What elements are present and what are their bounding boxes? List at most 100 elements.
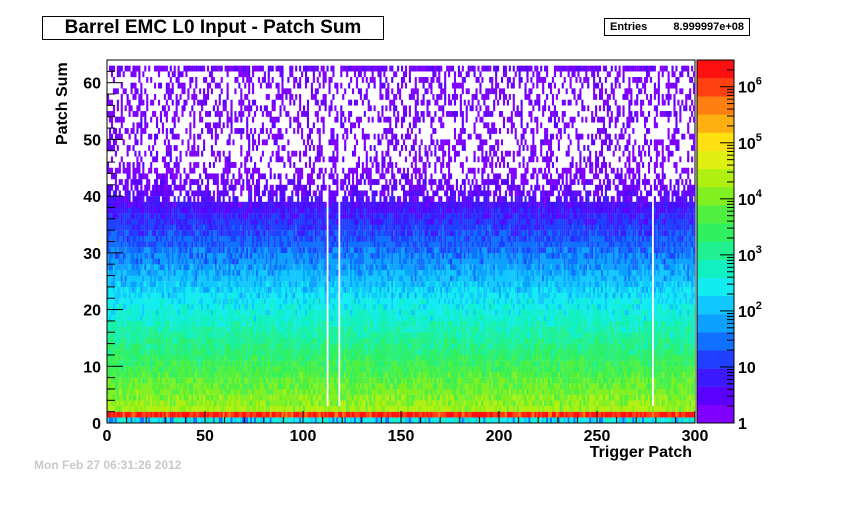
heatmap-cell bbox=[134, 139, 137, 146]
heatmap-cell bbox=[218, 371, 221, 378]
heatmap-cell bbox=[248, 371, 251, 378]
heatmap-cell bbox=[126, 162, 129, 168]
heatmap-cell bbox=[250, 184, 253, 191]
heatmap-cell bbox=[140, 111, 143, 117]
heatmap-cell bbox=[181, 201, 184, 208]
heatmap-cell bbox=[142, 371, 145, 378]
heatmap-cell bbox=[165, 111, 168, 117]
heatmap-cell bbox=[189, 207, 192, 214]
heatmap-cell bbox=[293, 275, 296, 282]
heatmap-cell bbox=[130, 207, 133, 214]
heatmap-cell bbox=[220, 298, 223, 305]
heatmap-cell bbox=[228, 400, 231, 407]
heatmap-cell bbox=[175, 173, 178, 180]
heatmap-cell bbox=[169, 88, 172, 95]
heatmap-cell bbox=[220, 258, 223, 265]
heatmap-cell bbox=[291, 71, 294, 78]
heatmap-cell bbox=[248, 213, 251, 219]
heatmap-cell bbox=[261, 388, 264, 395]
heatmap-cell bbox=[218, 360, 221, 367]
heatmap-cell bbox=[210, 264, 213, 271]
heatmap-cell bbox=[277, 343, 280, 350]
heatmap-cell bbox=[236, 286, 239, 293]
heatmap-cell bbox=[218, 309, 221, 316]
heatmap-cell bbox=[236, 201, 239, 208]
heatmap-cell bbox=[128, 320, 131, 327]
heatmap-cell bbox=[195, 337, 198, 344]
heatmap-cell bbox=[197, 394, 200, 401]
heatmap-cell bbox=[136, 105, 139, 112]
heatmap-cell bbox=[240, 286, 243, 293]
heatmap-cell bbox=[136, 184, 139, 191]
heatmap-cell bbox=[173, 349, 176, 356]
heatmap-cell bbox=[295, 371, 298, 378]
heatmap-cell bbox=[193, 417, 196, 424]
heatmap-cell bbox=[281, 82, 284, 89]
heatmap-cell bbox=[132, 111, 135, 117]
heatmap-cell bbox=[197, 286, 200, 293]
heatmap-cell bbox=[265, 303, 268, 310]
heatmap-cell bbox=[214, 82, 217, 89]
heatmap-cell bbox=[291, 320, 294, 327]
heatmap-cell bbox=[197, 383, 200, 390]
heatmap-cell bbox=[283, 388, 286, 395]
heatmap-cell bbox=[107, 371, 110, 378]
heatmap-cell bbox=[269, 298, 272, 305]
heatmap-cell bbox=[171, 173, 174, 180]
heatmap-cell bbox=[110, 320, 114, 327]
heatmap-cell bbox=[167, 82, 170, 89]
heatmap-cell bbox=[171, 224, 174, 231]
heatmap-cell bbox=[107, 343, 110, 350]
heatmap-cell bbox=[169, 354, 172, 361]
heatmap-cell bbox=[126, 377, 129, 384]
heatmap-cell bbox=[191, 145, 194, 151]
heatmap-cell bbox=[261, 207, 264, 214]
heatmap-cell bbox=[148, 315, 151, 322]
heatmap-cell bbox=[269, 230, 272, 236]
heatmap-cell bbox=[175, 281, 178, 288]
heatmap-cell bbox=[208, 173, 212, 180]
heatmap-cell bbox=[287, 275, 290, 282]
heatmap-cell bbox=[130, 235, 133, 242]
heatmap-cell bbox=[208, 128, 212, 134]
heatmap-cell bbox=[285, 326, 288, 333]
heatmap-cell bbox=[138, 320, 141, 327]
heatmap-cell bbox=[301, 332, 304, 339]
heatmap-cell bbox=[132, 269, 135, 276]
heatmap-cell bbox=[132, 383, 135, 390]
heatmap-cell bbox=[283, 162, 286, 168]
heatmap-cell bbox=[110, 173, 114, 180]
heatmap-cell bbox=[179, 320, 182, 327]
heatmap-cell bbox=[234, 116, 237, 123]
heatmap-cell bbox=[214, 298, 217, 305]
heatmap-cell bbox=[246, 281, 249, 288]
heatmap-cell bbox=[295, 77, 298, 83]
heatmap-cell bbox=[267, 213, 270, 219]
heatmap-cell bbox=[134, 82, 137, 89]
heatmap-cell bbox=[142, 377, 145, 384]
heatmap-cell bbox=[107, 394, 110, 401]
heatmap-cell bbox=[216, 360, 219, 367]
heatmap-cell bbox=[183, 366, 186, 373]
heatmap-cell bbox=[232, 388, 235, 395]
heatmap-cell bbox=[252, 275, 255, 282]
heatmap-cell bbox=[248, 88, 251, 95]
heatmap-cell bbox=[206, 275, 210, 282]
heatmap-cell bbox=[110, 281, 114, 288]
heatmap-cell bbox=[203, 292, 206, 299]
heatmap-cell bbox=[187, 400, 190, 407]
heatmap-cell bbox=[152, 366, 155, 373]
heatmap-cell bbox=[224, 354, 227, 361]
heatmap-cell bbox=[257, 269, 261, 276]
heatmap-cell bbox=[242, 207, 245, 214]
heatmap-cell bbox=[136, 383, 139, 390]
heatmap-cell bbox=[257, 241, 261, 248]
heatmap-cell bbox=[275, 411, 278, 418]
heatmap-cell bbox=[222, 394, 225, 401]
heatmap-cell bbox=[108, 241, 112, 248]
heatmap-cell bbox=[265, 320, 268, 327]
heatmap-cell bbox=[193, 190, 196, 197]
heatmap-cell bbox=[136, 388, 139, 395]
heatmap-cell bbox=[114, 354, 117, 361]
heatmap-cell bbox=[136, 275, 139, 282]
